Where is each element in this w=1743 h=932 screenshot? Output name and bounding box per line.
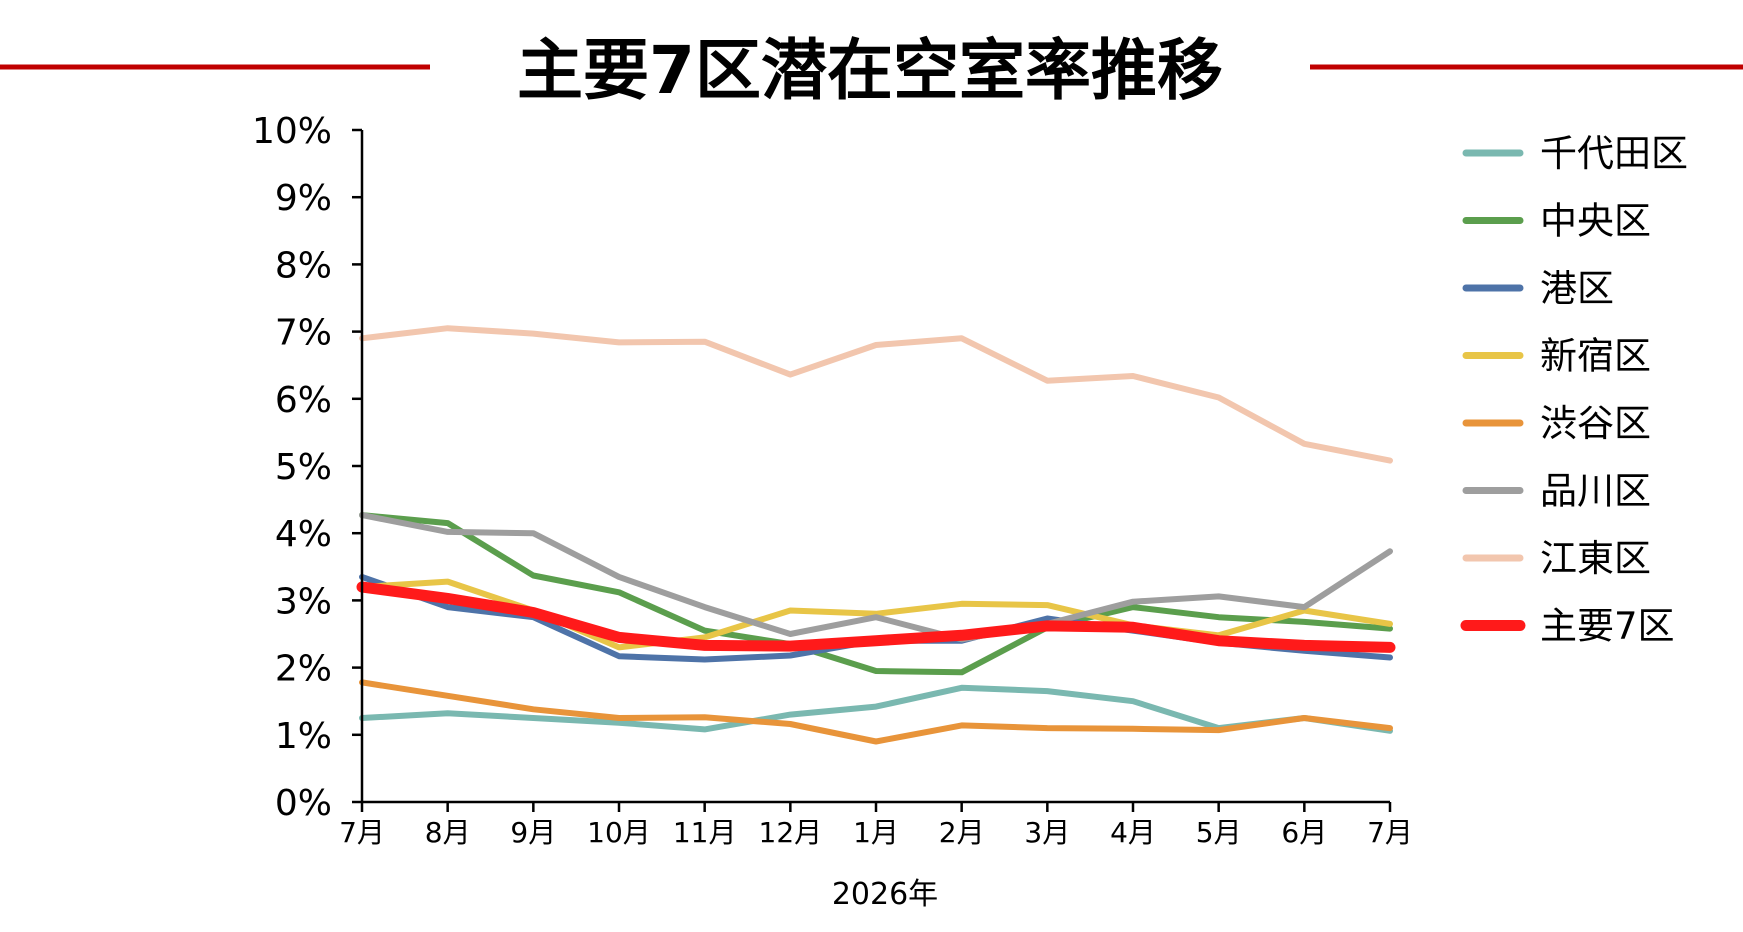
x-tick-label: 9月 [510,816,556,849]
x-tick-label: 5月 [1196,816,1242,849]
x-tick-label: 1月 [853,816,899,849]
legend-label: 品川区 [1540,470,1651,513]
y-tick-label: 4% [275,514,332,555]
legend-label: 主要7区 [1540,605,1675,648]
legend-label: 渋谷区 [1540,402,1651,445]
series-line-5 [359,512,1393,643]
legend-label: 中央区 [1540,200,1651,243]
x-tick-label: 2月 [939,816,985,849]
y-tick-label: 6% [275,380,332,421]
x-tick-label: 12月 [759,816,823,849]
chart-title: 主要7区潜在空室率推移 [517,32,1223,109]
series-line-6 [359,325,1393,464]
y-tick-label: 7% [275,313,332,354]
y-tick-label: 0% [275,783,332,824]
series-lines [356,325,1396,745]
y-tick-label: 2% [275,649,332,690]
x-axis-label: 2026年 [832,877,938,912]
y-tick-label: 9% [275,178,332,219]
legend-label: 港区 [1540,267,1614,310]
y-tick-label: 5% [275,447,332,488]
x-tick-label: 4月 [1110,816,1156,849]
x-tick-label: 3月 [1024,816,1070,849]
x-tick-label: 7月 [339,816,385,849]
x-tick-label: 7月 [1367,816,1413,849]
y-tick-label: 3% [275,581,332,622]
x-axis-ticks: 7月 8月 9月 10月 11月 12月 1月 2月 3月 4月 5月 6月 7月 [339,802,1413,849]
series-line-7 [356,581,1396,653]
legend-label: 千代田区 [1540,132,1688,175]
series-line-4 [359,679,1393,745]
series-line-1 [359,512,1393,676]
y-axis-ticks: 0% 1% 2% 3% 4% 5% 6% 7% 8% 9% 10% [252,111,362,824]
legend-label: 江東区 [1540,537,1651,580]
x-tick-label: 8月 [425,816,471,849]
x-tick-label: 6月 [1281,816,1327,849]
y-tick-label: 1% [275,716,332,757]
legend-label: 新宿区 [1540,335,1651,378]
x-tick-label: 11月 [673,816,737,849]
y-tick-label: 10% [252,111,332,152]
x-tick-label: 10月 [587,816,651,849]
y-tick-label: 8% [275,245,332,286]
